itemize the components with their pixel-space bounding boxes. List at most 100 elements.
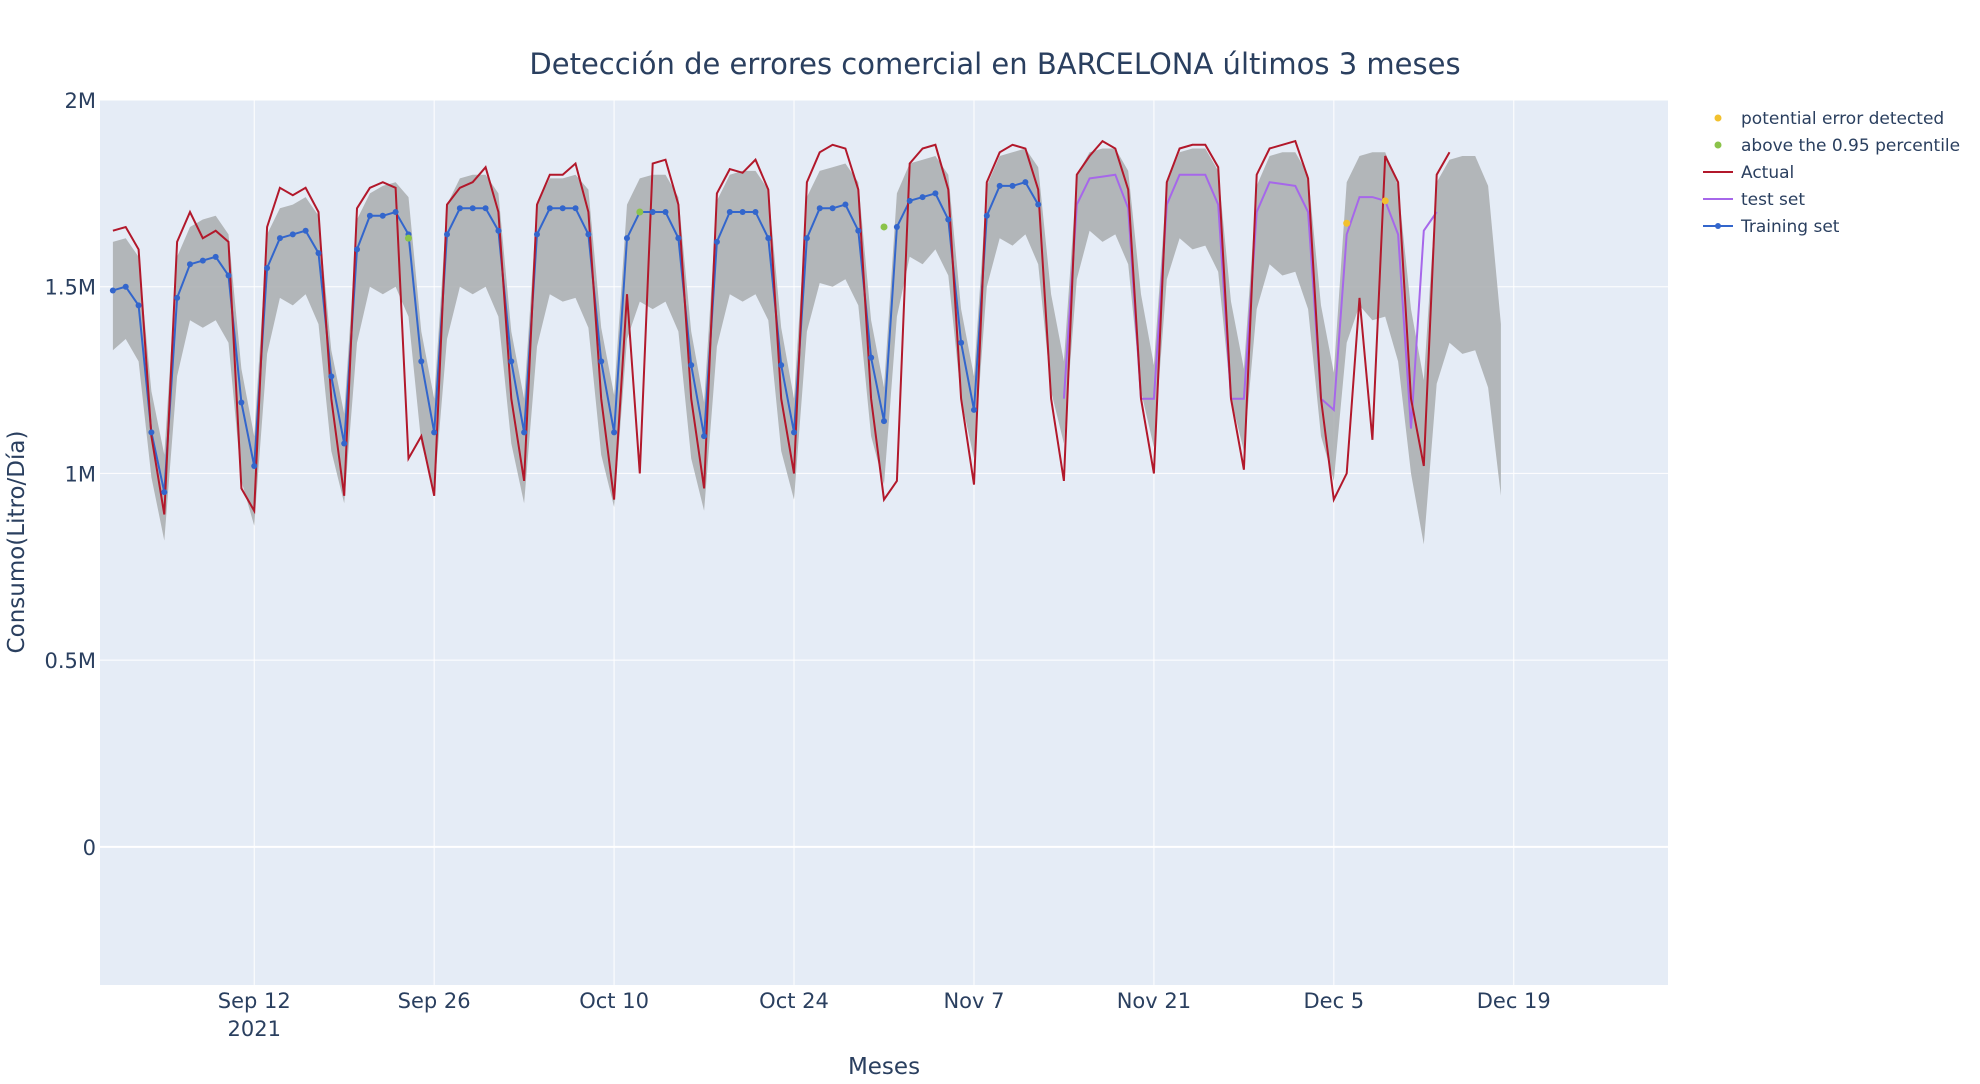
potential-error-point <box>1343 219 1351 227</box>
training-point <box>726 209 733 216</box>
x-tick-label: Nov 21 <box>1117 989 1191 1013</box>
training-point <box>919 194 926 201</box>
y-axis-ticks: 0 0.5M 1M 1.5M 2M <box>44 89 96 860</box>
training-point <box>881 418 887 425</box>
x-tick-label: Dec 19 <box>1477 989 1551 1013</box>
training-point <box>765 235 772 242</box>
training-point <box>315 250 322 257</box>
training-point <box>238 399 245 406</box>
training-point <box>906 197 913 204</box>
training-point <box>791 429 798 436</box>
training-point <box>521 429 528 436</box>
training-point <box>212 253 219 260</box>
training-point <box>186 261 193 268</box>
training-point <box>868 354 875 361</box>
training-point <box>199 257 206 264</box>
training-point <box>161 489 168 496</box>
y-axis-title: Consumo(Litro/Día) <box>4 431 30 654</box>
potential-error-point <box>1381 197 1389 205</box>
y-tick-label: 1M <box>65 462 96 486</box>
training-point <box>264 265 271 272</box>
training-point <box>418 358 425 365</box>
legend-label: potential error detected <box>1741 109 1944 129</box>
training-point <box>662 209 669 216</box>
legend-item-actual[interactable]: Actual <box>1703 163 1794 183</box>
legend-item-potential_error[interactable]: potential error detected <box>1714 109 1945 129</box>
band-area <box>112 148 1501 545</box>
training-point <box>109 287 116 294</box>
training-point <box>431 429 438 436</box>
y-tick-label: 0.5M <box>44 649 96 673</box>
training-point <box>122 283 129 290</box>
training-point <box>469 205 476 212</box>
training-point <box>752 209 759 216</box>
training-point <box>135 302 142 309</box>
training-point <box>855 227 862 234</box>
training-point <box>701 433 708 440</box>
plot-background <box>100 100 1668 985</box>
legend-marker <box>1714 141 1722 149</box>
training-point <box>276 235 283 242</box>
chart-title: Detección de errores comercial en BARCEL… <box>529 47 1460 81</box>
legend-label: Actual <box>1741 163 1794 183</box>
training-point <box>225 272 232 279</box>
y-tick-label: 1.5M <box>44 276 96 300</box>
training-point <box>996 182 1003 189</box>
training-point <box>174 294 181 301</box>
training-point <box>341 440 348 447</box>
training-point <box>816 205 823 212</box>
training-point <box>546 205 553 212</box>
legend-label: Training set <box>1740 217 1840 237</box>
series-markers <box>109 179 1389 496</box>
training-point <box>983 212 990 219</box>
training-point <box>611 429 618 436</box>
training-point <box>328 373 335 380</box>
training-point <box>572 205 579 212</box>
training-point <box>803 235 810 242</box>
training-point <box>508 358 515 365</box>
training-point <box>1009 182 1016 189</box>
training-point <box>289 231 296 238</box>
above-percentile-point <box>404 234 412 242</box>
training-point <box>649 209 656 216</box>
above-percentile-point <box>636 208 644 216</box>
training-point <box>893 223 900 230</box>
training-point <box>379 212 386 219</box>
x-axis-ticks: Sep 12 2021 Sep 26 Oct 10 Oct 24 Nov 7 Nov 21 D… <box>218 989 1551 1041</box>
legend-marker <box>1714 114 1722 122</box>
x-tick-label: Sep 12 <box>218 989 291 1013</box>
training-point <box>688 362 695 369</box>
training-point <box>495 227 502 234</box>
training-point <box>713 238 720 245</box>
legend[interactable]: potential error detected above the 0.95 p… <box>1703 109 1960 237</box>
training-point <box>945 216 952 223</box>
training-point <box>842 201 849 208</box>
legend-label: above the 0.95 percentile <box>1741 136 1960 156</box>
training-point <box>739 209 746 216</box>
legend-item-test[interactable]: test set <box>1703 190 1805 210</box>
training-point <box>675 235 682 242</box>
x-tick-sublabel: 2021 <box>228 1017 281 1041</box>
above-percentile-point <box>880 223 888 231</box>
legend-item-above_percentile[interactable]: above the 0.95 percentile <box>1714 136 1961 156</box>
training-point <box>970 406 977 413</box>
x-axis-title: Meses <box>848 1054 920 1080</box>
x-tick-label: Sep 26 <box>398 989 471 1013</box>
training-point <box>598 358 605 365</box>
y-tick-label: 0 <box>83 836 96 860</box>
training-point <box>148 429 155 436</box>
training-point <box>778 362 785 369</box>
training-point <box>251 462 258 469</box>
x-tick-label: Oct 24 <box>759 989 829 1013</box>
x-tick-label: Oct 10 <box>579 989 649 1013</box>
training-point <box>354 246 361 253</box>
training-point <box>958 339 965 346</box>
training-point <box>585 231 592 238</box>
training-point <box>456 205 463 212</box>
training-point <box>1022 179 1029 186</box>
training-point <box>482 205 489 212</box>
legend-item-training[interactable]: Training set <box>1703 217 1840 237</box>
legend-label: test set <box>1741 190 1805 210</box>
